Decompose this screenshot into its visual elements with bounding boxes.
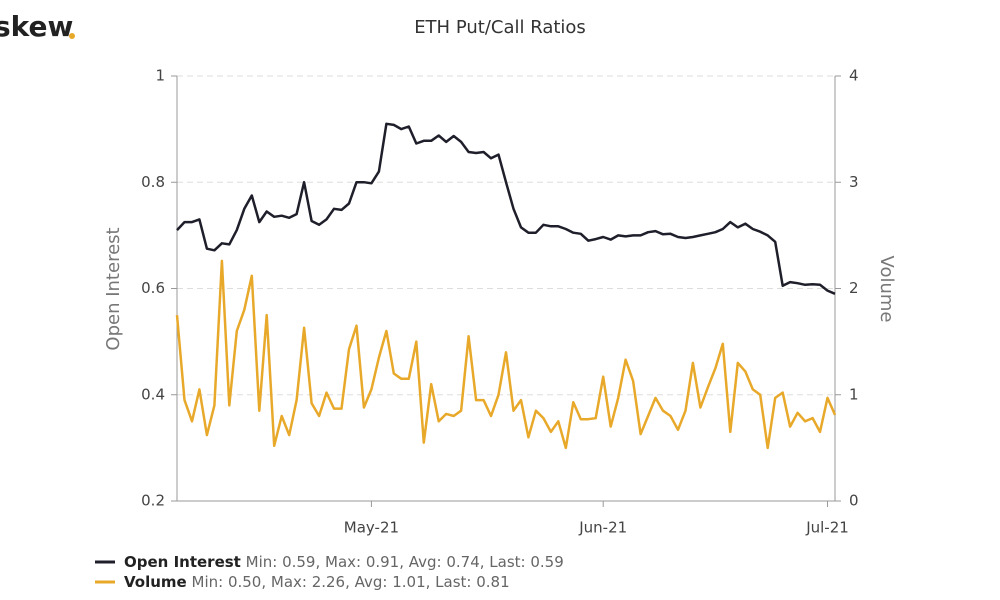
x-tick-label: Jul-21 <box>805 519 849 537</box>
y2-tick-label: 0 <box>849 492 859 510</box>
y2-axis-title: Volume <box>876 256 897 323</box>
legend-name: Volume <box>124 573 187 591</box>
legend-entry: Volume Min: 0.50, Max: 2.26, Avg: 1.01, … <box>124 573 510 591</box>
chart-title: ETH Put/Call Ratios <box>414 17 586 38</box>
line-series <box>176 122 836 295</box>
y2-tick-label: 3 <box>849 173 859 191</box>
y-tick-label: 1 <box>155 67 165 85</box>
legend-stats: Min: 0.59, Max: 0.91, Avg: 0.74, Last: 0… <box>246 553 564 571</box>
line-series <box>175 259 837 450</box>
legend-entry: Open Interest Min: 0.59, Max: 0.91, Avg:… <box>124 553 564 571</box>
y2-tick-label: 2 <box>849 279 859 297</box>
logo: skew <box>0 10 73 43</box>
y-tick-label: 0.6 <box>141 279 165 297</box>
y2-tick-label: 4 <box>849 67 859 85</box>
legend-name: Open Interest <box>124 553 241 571</box>
y-tick-label: 0.8 <box>141 173 165 191</box>
y-axis-title: Open Interest <box>103 227 124 350</box>
y-tick-label: 0.2 <box>141 492 165 510</box>
x-tick-label: Jun-21 <box>578 519 627 537</box>
legend-stats: Min: 0.50, Max: 2.26, Avg: 1.01, Last: 0… <box>192 573 510 591</box>
y2-tick-label: 1 <box>849 385 859 403</box>
logo-dot <box>69 33 75 39</box>
x-tick-label: May-21 <box>344 519 399 537</box>
y-tick-label: 0.4 <box>141 385 165 403</box>
